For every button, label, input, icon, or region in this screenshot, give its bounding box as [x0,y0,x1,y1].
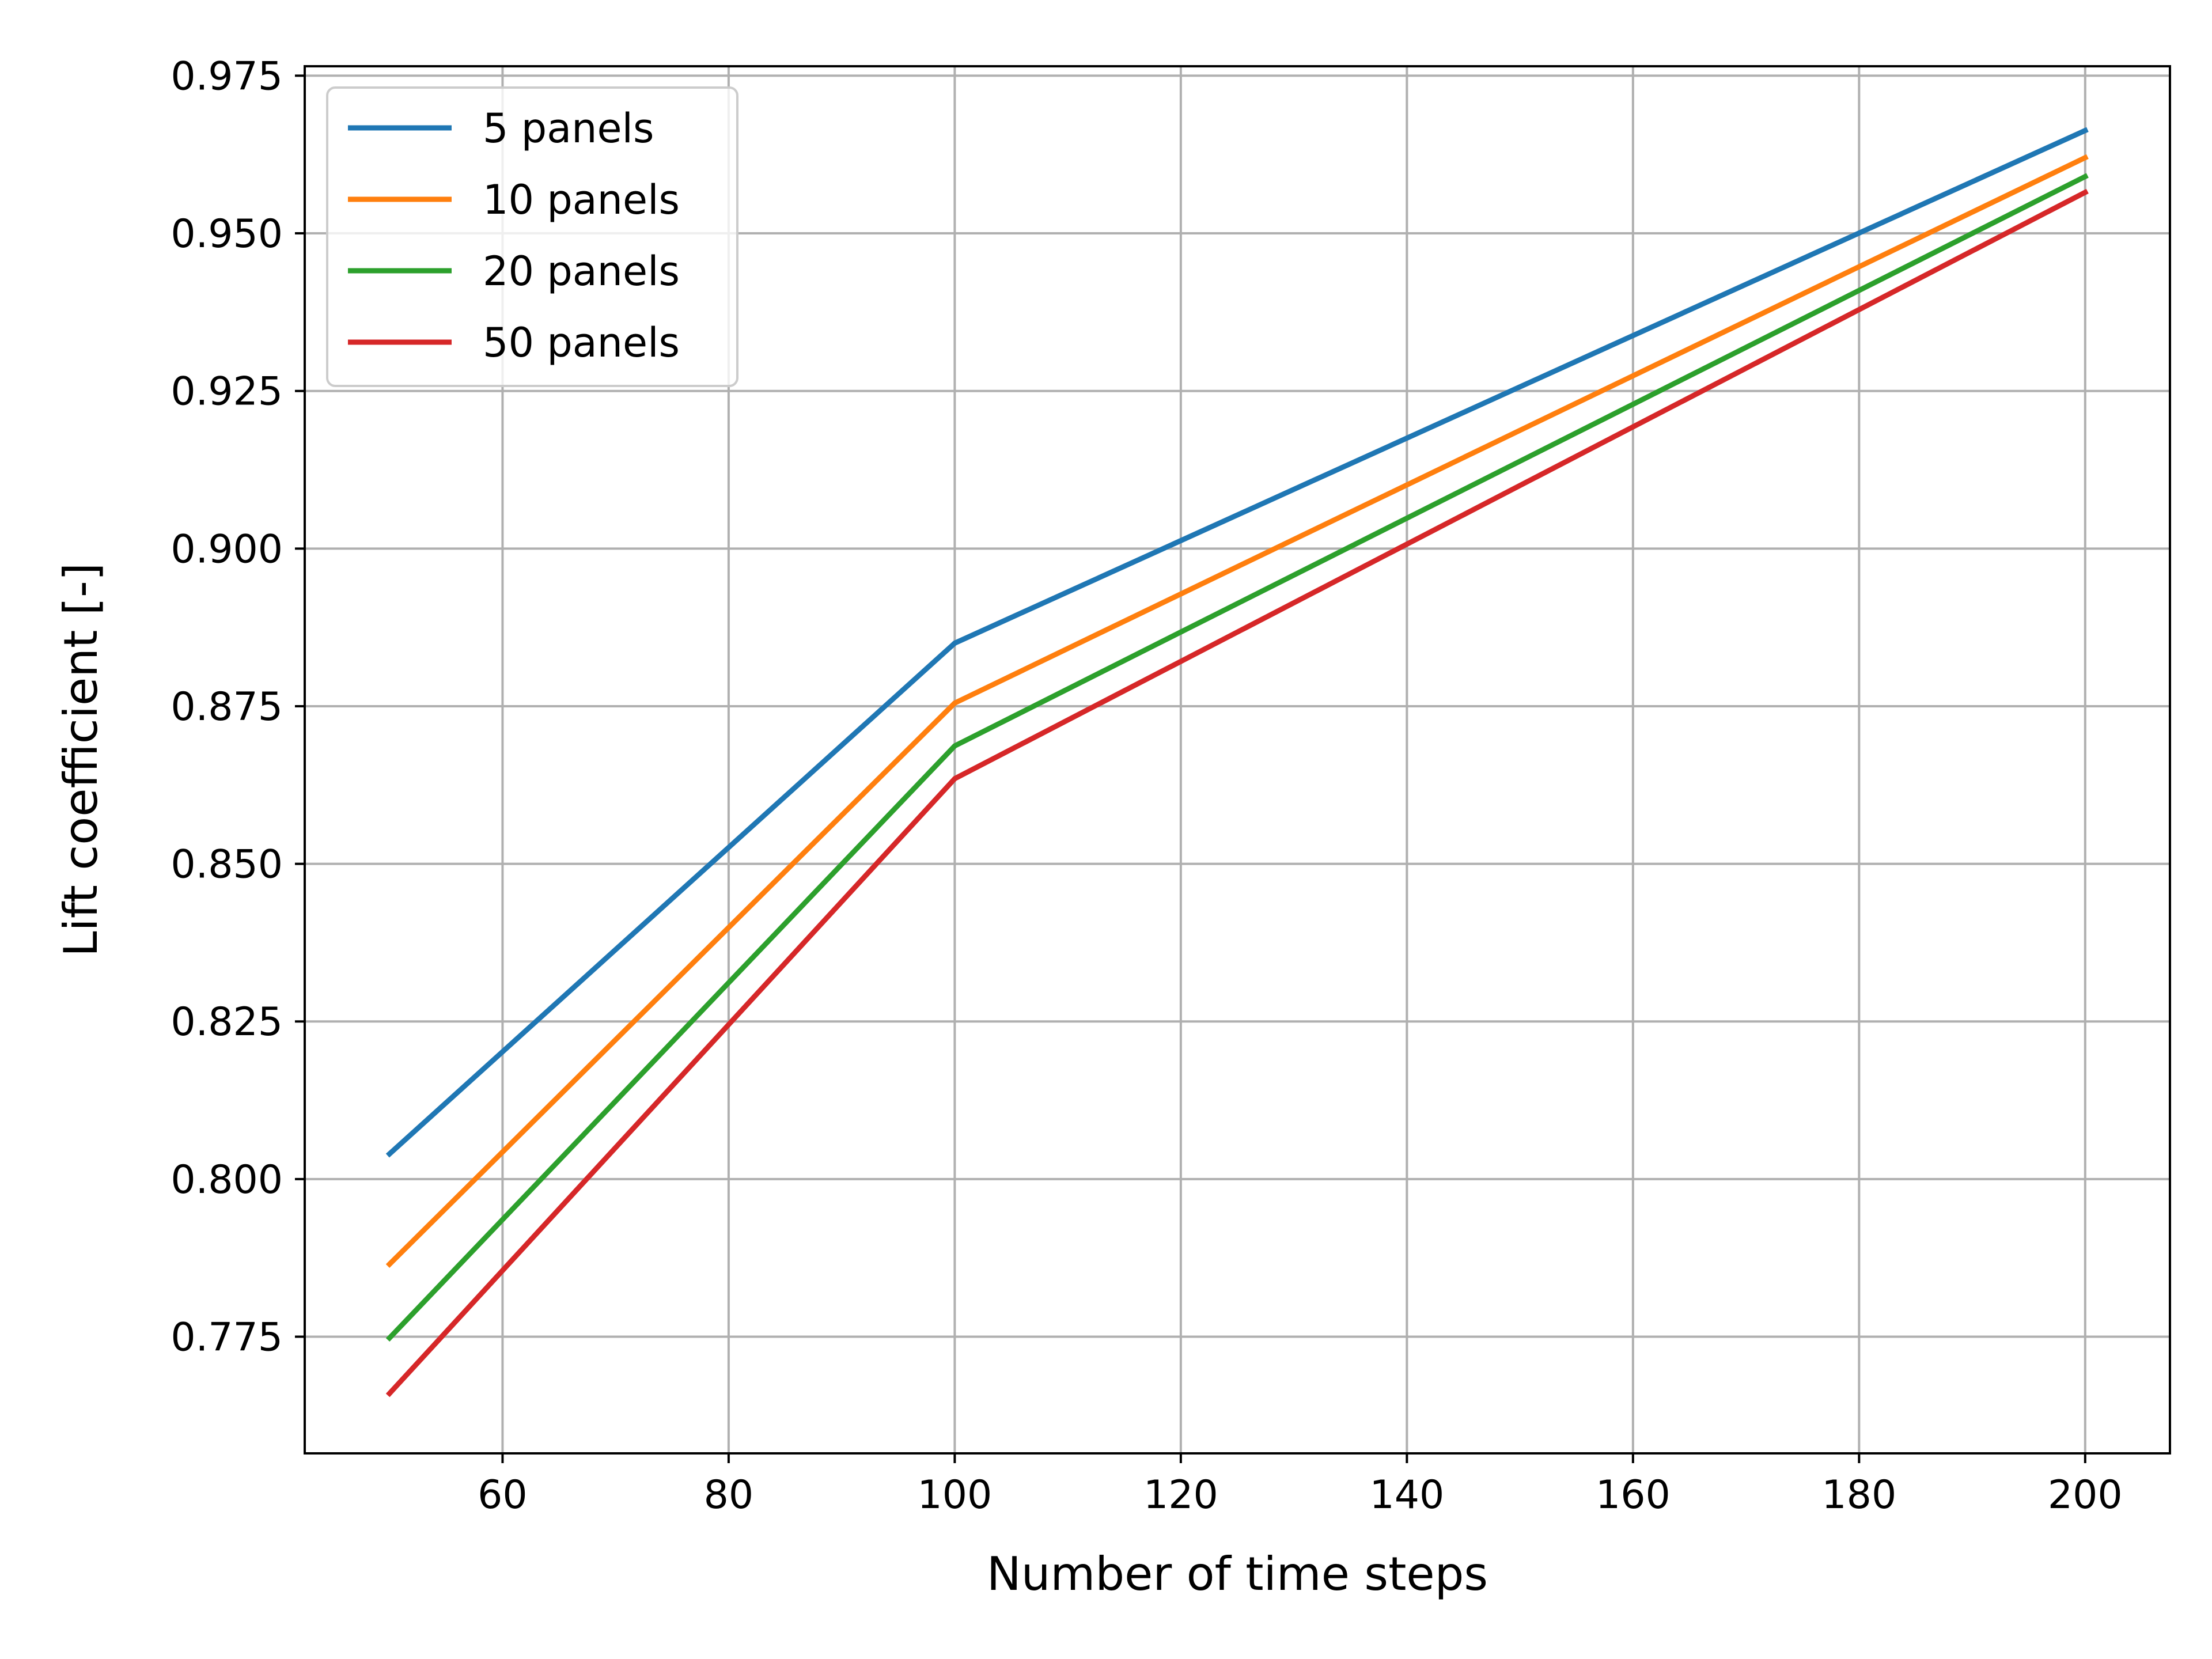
y-tick-label: 0.900 [171,527,283,572]
y-tick-label: 0.950 [171,211,283,257]
y-tick-label: 0.775 [171,1315,283,1361]
series-line-4 [385,188,2089,1397]
series-line-3 [385,173,2089,1342]
y-tick-label: 0.875 [171,684,283,730]
legend-label-3: 20 panels [483,248,680,295]
x-tick-label: 80 [704,1472,754,1518]
y-tick-label: 0.850 [171,842,283,888]
plot-frame [304,65,2171,1455]
series-line-1 [385,127,2089,1158]
y-axis-label: Lift coefficient [-] [54,563,108,957]
legend-label-2: 10 panels [483,176,680,224]
x-tick-label: 60 [478,1472,528,1518]
legend-box [326,86,738,387]
y-tick-label: 0.975 [171,54,283,99]
y-tick-label: 0.800 [171,1157,283,1203]
series-line-2 [385,154,2089,1268]
legend: 5 panels 10 panels 20 panels 50 panels [326,86,738,387]
x-tick-label: 180 [1821,1472,1896,1518]
series-lines [385,127,2089,1397]
x-tick-label: 120 [1143,1472,1218,1518]
x-tick-label: 140 [1369,1472,1444,1518]
x-tick-label: 200 [2048,1472,2123,1518]
x-tick-label: 100 [917,1472,992,1518]
x-axis-label: Number of time steps [987,1547,1488,1601]
y-tick-label: 0.825 [171,999,283,1045]
legend-label-4: 50 panels [483,319,680,366]
y-tick-label: 0.925 [171,369,283,415]
legend-label-1: 5 panels [483,105,654,152]
x-tick-label: 160 [1596,1472,1671,1518]
grid [305,66,2170,1453]
axis-ticks: 60 80 100 120 140 160 180 200 0.775 0.800 0.825 0.8… [171,54,2122,1518]
